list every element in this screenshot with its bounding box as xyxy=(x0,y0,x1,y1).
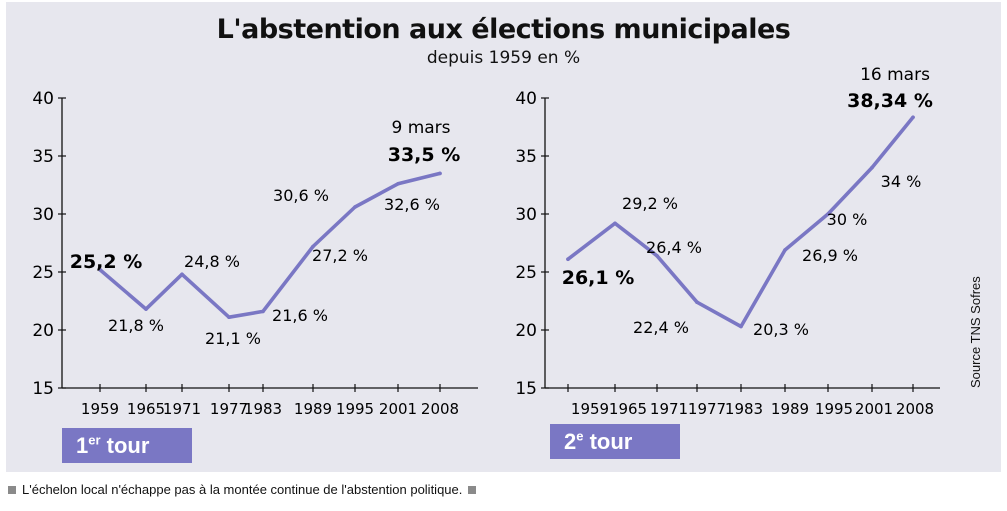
chart-1-y-tick-label: 40 xyxy=(32,89,54,109)
chart-2-x-tick-label: 1983 xyxy=(725,400,763,418)
chart-2-data-label: 34 % xyxy=(881,172,922,191)
chart-panel xyxy=(6,2,1001,472)
chart-2-x-tick-label: 1965 xyxy=(609,400,647,418)
chart-2-y-tick-label: 35 xyxy=(515,147,537,167)
chart-1-y-tick-label: 25 xyxy=(32,263,54,283)
caption-square-right xyxy=(468,485,477,494)
chart-1-data-label: 30,6 % xyxy=(273,186,329,205)
chart-1-data-point xyxy=(98,267,102,272)
tour-1-badge: 1er tour xyxy=(62,428,192,463)
chart-2-y-tick-label: 20 xyxy=(515,321,537,341)
chart-2-data-point xyxy=(826,212,830,216)
chart-1-y-tick-label: 30 xyxy=(32,205,54,225)
chart-1-x-tick-label: 1965 xyxy=(127,400,165,418)
chart-2-data-point xyxy=(739,324,743,329)
chart-1-data-label: 27,2 % xyxy=(312,246,368,265)
chart-1-data-point xyxy=(438,171,442,176)
chart-1-data-label: 21,8 % xyxy=(108,316,164,335)
chart-2-x-tick-label: 1989 xyxy=(771,400,809,418)
chart-1-data-point xyxy=(396,182,400,186)
chart-2-data-label: 26,1 % xyxy=(562,267,635,289)
chart-1-y-tick-label: 20 xyxy=(32,321,54,341)
chart-1-y-tick-label: 35 xyxy=(32,147,54,167)
chart-1-data-label: 32,6 % xyxy=(384,195,440,214)
chart-2-x-tick-label: 1995 xyxy=(815,400,853,418)
caption: L'échelon local n'échappe pas à la monté… xyxy=(8,482,477,497)
chart-2-x-tick-label: 2008 xyxy=(896,400,934,418)
chart-1-x-tick-label: 2008 xyxy=(421,400,459,418)
chart-2-x-tick-label: 2001 xyxy=(855,400,893,418)
chart-2-data-label: 20,3 % xyxy=(753,320,809,339)
tour-1-word: tour xyxy=(100,433,150,458)
chart-2-data-point xyxy=(870,165,874,170)
tour-1-sup: er xyxy=(88,432,101,448)
chart-2-data-point xyxy=(695,300,699,305)
chart-1-x-tick-label: 1971 xyxy=(163,400,201,418)
caption-text: L'échelon local n'échappe pas à la monté… xyxy=(22,482,463,497)
chart-1-data-point xyxy=(180,272,184,277)
chart-1-y-tick-label: 15 xyxy=(32,379,54,399)
source-note: Source TNS Sofres xyxy=(968,276,983,388)
chart-2-data-point xyxy=(613,221,617,226)
chart-2-x-tick-label: 1971 xyxy=(650,400,688,418)
chart-title: L'abstention aux élections municipales xyxy=(216,14,791,45)
chart-1-data-label: 21,6 % xyxy=(272,306,328,325)
chart-1-data-point xyxy=(227,315,231,320)
chart-2-data-label: 38,34 % xyxy=(847,90,933,112)
chart-1-x-tick-label: 2001 xyxy=(379,400,417,418)
chart-2-data-label: 22,4 % xyxy=(633,318,689,337)
chart-2-y-tick-label: 15 xyxy=(515,379,537,399)
chart-2-y-tick-label: 40 xyxy=(515,89,537,109)
chart-2-data-label: 26,9 % xyxy=(802,246,858,265)
tour-2-number: 2 xyxy=(564,429,577,454)
chart-1-x-tick-label: 1977 xyxy=(210,400,248,418)
chart-2-date-label: 16 mars xyxy=(860,65,930,85)
chart-1-x-tick-label: 1959 xyxy=(81,400,119,418)
chart-1-x-tick-label: 1983 xyxy=(244,400,282,418)
chart-1-data-point xyxy=(261,309,265,314)
chart-2-data-point xyxy=(783,248,787,252)
chart-2-y-tick-label: 30 xyxy=(515,205,537,225)
tour-1-number: 1 xyxy=(76,433,89,458)
chart-2-data-point xyxy=(655,254,659,258)
chart-2-data-point xyxy=(911,115,915,120)
chart-2-data-label: 26,4 % xyxy=(646,238,702,257)
tour-2-badge: 2e tour xyxy=(550,424,680,459)
chart-2-data-label: 30 % xyxy=(827,210,868,229)
chart-2-y-tick-label: 25 xyxy=(515,263,537,283)
chart-1-data-point xyxy=(311,244,315,249)
chart-subtitle: depuis 1959 en % xyxy=(426,48,581,68)
chart-2-data-label: 29,2 % xyxy=(622,194,678,213)
chart-2-x-tick-label: 1959 xyxy=(571,400,609,418)
tour-2-sup: e xyxy=(576,428,584,444)
chart-1-x-tick-label: 1989 xyxy=(294,400,332,418)
chart-2-x-tick-label: 1977 xyxy=(688,400,726,418)
tour-2-word: tour xyxy=(583,429,633,454)
chart-1-date-label: 9 mars xyxy=(391,118,450,138)
chart-1-data-label: 21,1 % xyxy=(205,329,261,348)
chart-1-data-label: 25,2 % xyxy=(70,251,143,273)
caption-square-left xyxy=(8,485,16,494)
chart-1-data-point xyxy=(144,307,148,311)
chart-1-data-point xyxy=(353,205,357,209)
chart-1-data-label: 24,8 % xyxy=(184,252,240,271)
chart-1-data-label: 33,5 % xyxy=(388,144,461,166)
chart-2-data-point xyxy=(566,257,570,262)
chart-1-x-tick-label: 1995 xyxy=(336,400,374,418)
